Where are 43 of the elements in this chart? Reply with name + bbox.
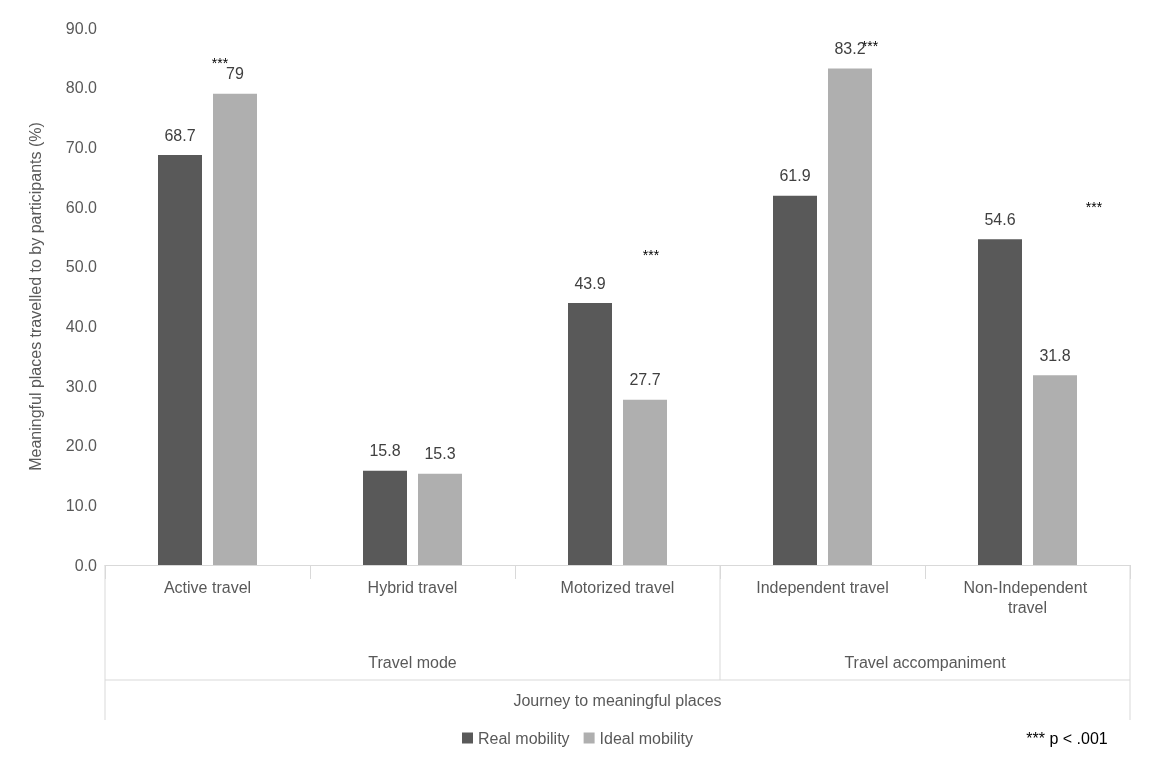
data-label: 15.8 [369, 442, 401, 460]
text: *** p < .001 [1026, 729, 1108, 747]
data-label: 27.7 [629, 371, 661, 389]
bar [1033, 375, 1077, 565]
data-label: 61.9 [779, 167, 811, 185]
bar [978, 239, 1022, 565]
y-tick-label: 70.0 [65, 138, 98, 156]
x-tick-label: Active travel [163, 578, 252, 596]
bar [213, 93, 257, 565]
y-axis-title: Meaningful places travelled to by participants (%) [26, 122, 44, 471]
legend-label: Ideal mobility [599, 729, 693, 747]
data-label: 31.8 [1039, 346, 1071, 364]
annotation: *** [642, 247, 660, 263]
data-label: 54.6 [984, 210, 1016, 228]
bar [158, 155, 202, 565]
bar [363, 470, 407, 565]
y-tick-label: 0.0 [74, 556, 98, 574]
text: Travel mode [368, 653, 457, 671]
x-tick-label: Hybrid travel [367, 578, 458, 596]
x-tick-label: Independent travel [756, 578, 889, 596]
bar [568, 303, 612, 565]
y-tick-label: 50.0 [65, 258, 98, 276]
y-tick-label: 60.0 [65, 198, 98, 216]
y-tick-label: 90.0 [65, 19, 98, 37]
data-label: 79 [226, 65, 244, 83]
legend-label: Real mobility [478, 729, 570, 747]
y-tick-label: 20.0 [65, 437, 98, 455]
y-tick-label: 80.0 [65, 79, 98, 97]
x-tick-label: Non-Independent travel [963, 578, 1092, 616]
data-label: 68.7 [164, 126, 196, 144]
data-label: 43.9 [574, 274, 606, 292]
bar [418, 473, 462, 565]
y-tick-label: 10.0 [65, 496, 98, 514]
bar [828, 68, 872, 565]
data-label: 15.3 [424, 445, 456, 463]
bar [623, 399, 667, 565]
x-axis-title: Journey to meaningful places [513, 691, 722, 709]
y-tick-label: 30.0 [65, 377, 98, 395]
text: Travel accompaniment [844, 653, 1007, 671]
annotation: *** [1085, 199, 1103, 215]
bar [773, 195, 817, 565]
y-tick-label: 40.0 [65, 317, 98, 335]
x-tick-label: Motorized travel [560, 578, 675, 596]
